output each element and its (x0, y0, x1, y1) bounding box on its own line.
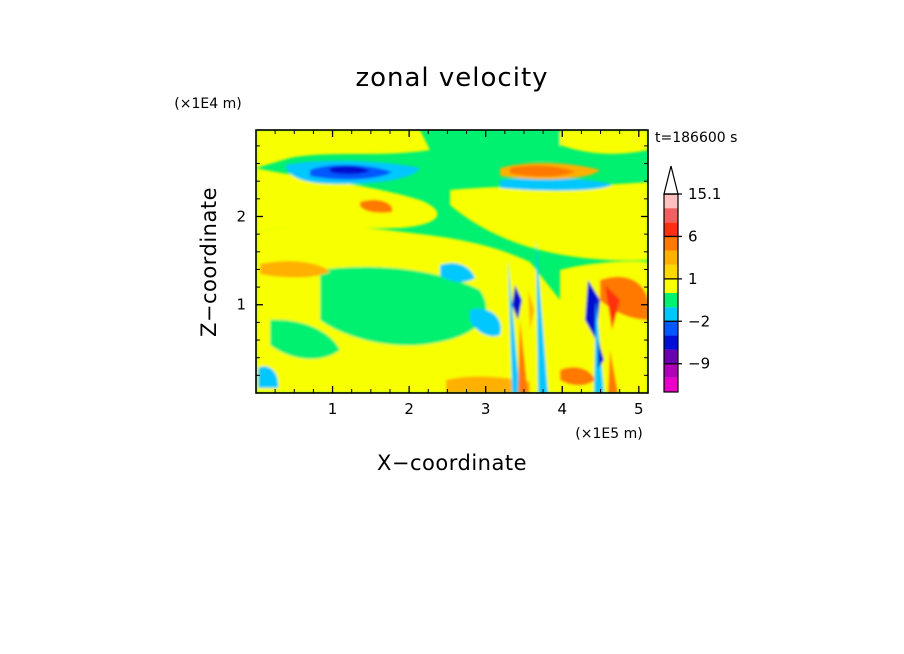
colorbar-label: −2 (688, 312, 710, 330)
colorbar-swatch (664, 250, 678, 265)
x-tick-label: 4 (557, 400, 567, 418)
y-unit-label: (×1E4 m) (174, 96, 241, 112)
x-axis-title: X−coordinate (377, 451, 527, 475)
y-axis-title: Z−coordinate (197, 187, 221, 337)
colorbar-swatch (664, 335, 678, 350)
colorbar-swatch (664, 194, 678, 209)
colorbar-swatch (664, 264, 678, 279)
x-tick-label: 5 (634, 400, 644, 418)
chart-title: zonal velocity (355, 63, 548, 93)
colorbar-label: 1 (688, 270, 698, 288)
colorbar-swatch (664, 293, 678, 308)
colorbar-extend-arrow (663, 165, 679, 195)
y-axis: 12 (236, 145, 648, 376)
y-tick-label: 2 (236, 207, 246, 225)
colorbar: 15.1 6 1 −2 −9 (663, 165, 721, 393)
colorbar-label: −9 (688, 355, 710, 373)
x-unit-label: (×1E5 m) (575, 426, 642, 442)
colorbar-swatch (664, 307, 678, 322)
colorbar-swatch (664, 349, 678, 364)
colorbar-swatch (664, 208, 678, 223)
colorbar-label: 6 (688, 227, 698, 245)
y-tick-label: 1 (236, 296, 246, 314)
colorbar-swatch (664, 377, 678, 392)
time-label: t=186600 s (655, 130, 737, 146)
colorbar-swatch (664, 236, 678, 251)
colorbar-swatch (664, 222, 678, 237)
colorbar-swatch (664, 278, 678, 293)
colorbar-swatch (664, 363, 678, 378)
x-axis: 1 2 3 4 5 (274, 130, 644, 418)
x-tick-label: 1 (328, 400, 338, 418)
plot-frame (255, 129, 649, 394)
colorbar-swatch (664, 321, 678, 336)
contour-field (256, 130, 648, 393)
x-tick-label: 3 (481, 400, 491, 418)
x-tick-label: 2 (404, 400, 414, 418)
colorbar-label: 15.1 (688, 185, 721, 203)
